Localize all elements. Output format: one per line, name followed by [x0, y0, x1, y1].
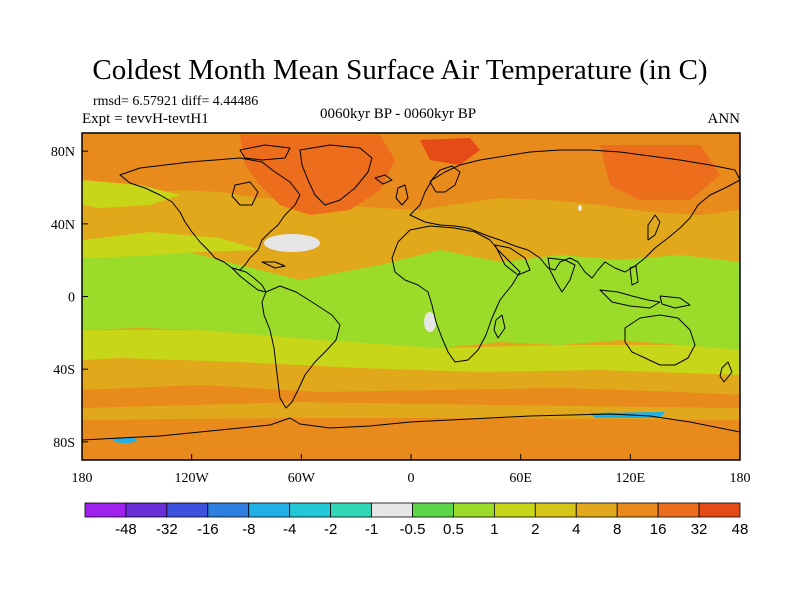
coast-madagascar: [493, 314, 506, 339]
field-cool-patch-atlantic: [264, 234, 320, 252]
field-siberia-warm: [600, 145, 720, 200]
colorbar-swatch: [166, 502, 209, 518]
colorbar-label: 0.5: [443, 521, 464, 538]
coast-eurasia: [409, 149, 740, 279]
coast-british-isles: [395, 184, 409, 206]
colorbar-label: 4: [572, 521, 580, 538]
colorbar-swatch: [371, 502, 413, 518]
colorbar-label: 8: [613, 521, 621, 538]
rmsd-stat: rmsd= 6.57921: [93, 94, 178, 109]
coast-indonesia: [599, 289, 661, 309]
field-southern-ocean: [82, 385, 740, 460]
stats-line: rmsd= 6.57921 diff= 4.44486: [93, 94, 258, 110]
coastlines: [82, 144, 740, 460]
colorbar-label: -0.5: [400, 521, 426, 538]
coast-south-america: [261, 285, 341, 409]
x-tick-label: 0: [408, 471, 415, 486]
coast-arabia: [494, 244, 531, 276]
y-tick-label: 40S: [53, 363, 75, 378]
colorbar-label: 48: [732, 521, 749, 538]
x-axis: 180 120W 60W 0 60E 120E 180: [72, 454, 751, 486]
experiment-label: Expt = tevvH-tevtH1: [82, 111, 209, 127]
field-north-pacific-green: [82, 180, 180, 208]
x-tick-label: 180: [730, 471, 751, 486]
colorbar-swatch: [289, 502, 332, 518]
coast-hudson-bay: [231, 181, 259, 206]
diff-stat: diff= 4.44486: [181, 94, 259, 109]
chart-title: Coldest Month Mean Surface Air Temperatu…: [92, 54, 708, 86]
colorbar-label: -48: [115, 521, 137, 538]
colorbar: -48 -32 -16 -8 -4 -2 -1 -0.5 0.5 1 2 4 8 16 32 48: [84, 502, 749, 538]
colorbar-swatch: [207, 502, 250, 518]
coast-scandinavia: [429, 165, 461, 193]
colorbar-swatch: [493, 502, 536, 518]
coast-new-zealand: [719, 361, 733, 383]
coast-new-guinea: [659, 295, 691, 309]
coast-africa: [391, 225, 521, 363]
y-tick-label: 80N: [51, 145, 75, 160]
field-cool-patch-namibia: [424, 312, 436, 332]
y-tick-label: 40N: [51, 218, 75, 233]
colorbar-label: -8: [242, 521, 255, 538]
colorbar-swatch: [534, 502, 577, 518]
field-north-atlantic-warm: [240, 135, 395, 215]
x-tick-label: 60E: [509, 471, 532, 486]
coast-iceland: [374, 174, 393, 185]
x-tick-label: 60W: [288, 471, 316, 486]
colorbar-swatch: [453, 502, 495, 518]
y-tick-label: 0: [68, 291, 75, 306]
x-tick-label: 120W: [175, 471, 210, 486]
coast-greenland: [299, 144, 373, 206]
colorbar-label: -16: [197, 521, 219, 538]
colorbar-label: -2: [324, 521, 337, 538]
field-subtropics-north: [82, 232, 260, 258]
field-arctic-hotspot: [420, 138, 480, 165]
colorbar-label: 2: [531, 521, 539, 538]
colorbar-label: -4: [283, 521, 296, 538]
coast-caribbean: [261, 261, 286, 269]
colorbar-swatch: [412, 502, 454, 518]
colorbar-swatch: [698, 502, 741, 518]
colorbar-swatch: [657, 502, 700, 518]
colorbar-label: 32: [691, 521, 708, 538]
coast-arctic-islands: [239, 144, 291, 161]
colorbar-swatch: [125, 502, 168, 518]
colorbar-swatch: [330, 502, 372, 518]
colorbar-label: -1: [365, 521, 378, 538]
colorbar-swatch: [575, 502, 618, 518]
field-southern-band: [82, 402, 740, 420]
x-tick-label: 120E: [616, 471, 646, 486]
coast-antarctica: [82, 413, 740, 460]
season-label: ANN: [707, 111, 741, 127]
period-label: 0060kyr BP - 0060kyr BP: [320, 106, 477, 122]
colorbar-label: 16: [650, 521, 667, 538]
y-axis: 80N 40N 0 40S 80S: [51, 145, 88, 451]
coast-philippines: [629, 265, 639, 286]
y-tick-label: 80S: [53, 436, 75, 451]
colorbar-swatch: [616, 502, 659, 518]
field-cool-patch-asia: [578, 205, 582, 211]
colorbar-label: -32: [156, 521, 178, 538]
coast-north-america: [119, 157, 301, 271]
colorbar-label: 1: [490, 521, 498, 538]
field-tropics-green: [82, 250, 740, 350]
colorbar-swatch: [84, 502, 127, 518]
field-subtropics-south: [82, 330, 740, 375]
coast-india: [547, 257, 576, 293]
coast-japan: [647, 214, 661, 241]
colorbar-swatch: [248, 502, 291, 518]
coast-australia: [624, 314, 696, 366]
temperature-field: [82, 133, 740, 460]
x-tick-label: 180: [72, 471, 93, 486]
